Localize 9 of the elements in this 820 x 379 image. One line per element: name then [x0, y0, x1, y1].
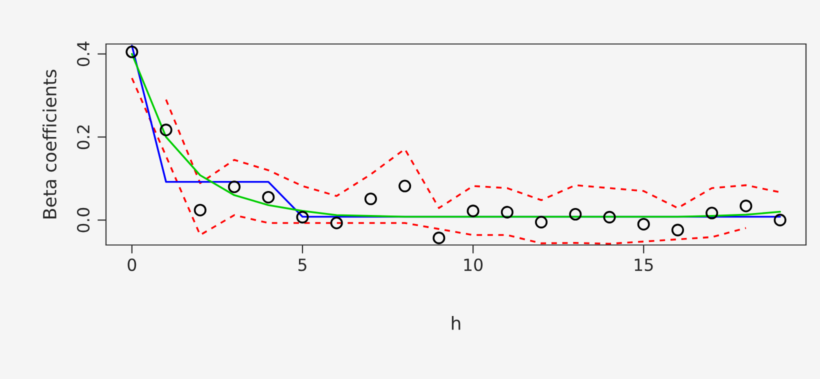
- x-tick-label: 10: [464, 258, 483, 272]
- x-axis-title: h: [452, 316, 460, 330]
- y-tick-label: 0.2: [76, 125, 90, 150]
- x-tick-label: 5: [298, 258, 306, 272]
- y-tick-label: 0.4: [76, 42, 90, 66]
- y-tick-label: 0.0: [76, 208, 90, 232]
- x-tick-label: 15: [634, 258, 653, 272]
- y-axis-title: Beta coefficients: [42, 70, 57, 218]
- x-tick-label: 0: [128, 258, 136, 272]
